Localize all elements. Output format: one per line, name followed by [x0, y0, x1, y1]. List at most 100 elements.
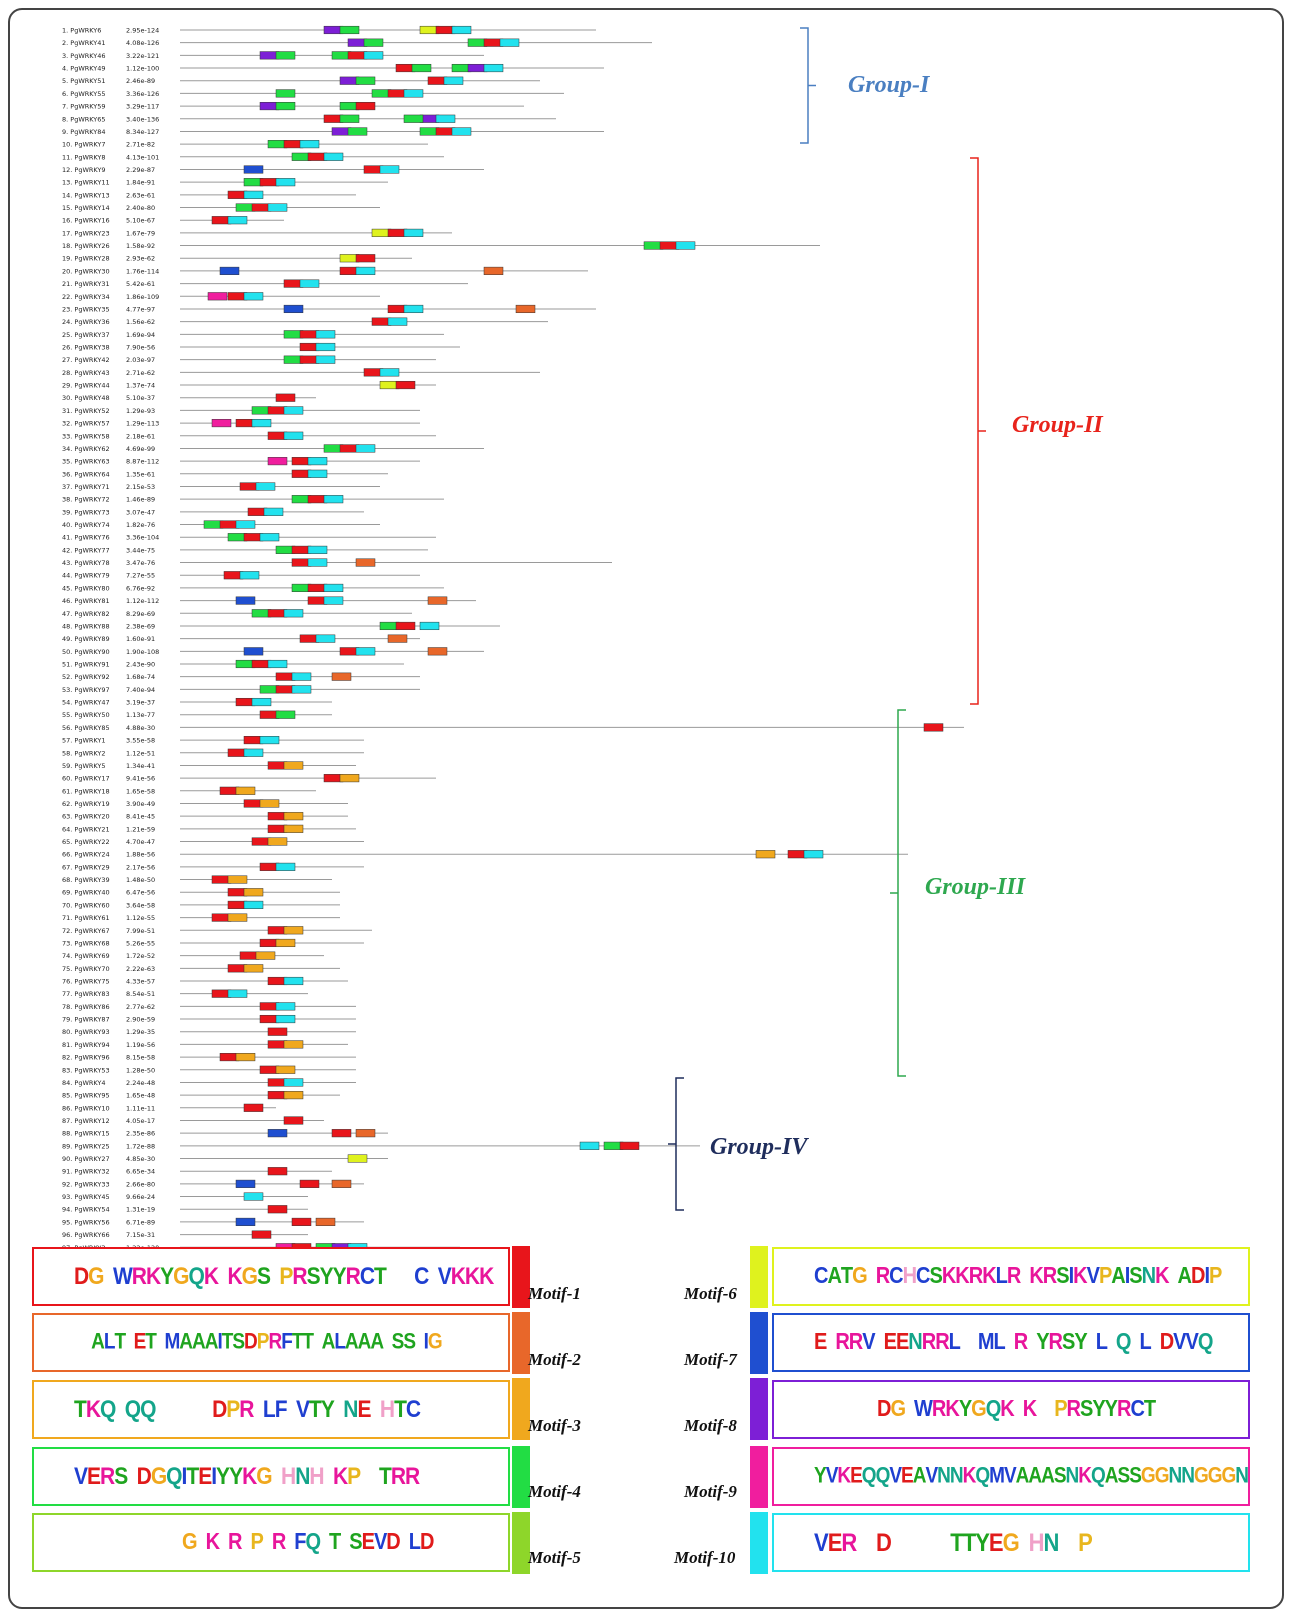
motif-3-box — [255, 951, 276, 960]
motif-2-box — [483, 266, 504, 275]
motif-10-box — [291, 672, 312, 681]
gene-row: 14. PgWRKY13 2.63e-61 — [62, 190, 356, 199]
motif-10-box — [227, 989, 248, 998]
motif-10-box — [403, 228, 424, 237]
e-value: 2.24e-48 — [126, 1079, 155, 1087]
gene-name: 14. PgWRKY13 — [62, 191, 110, 199]
group-2-label: Group-II — [1012, 412, 1104, 438]
gene-name: 38. PgWRKY72 — [62, 496, 110, 504]
gene-row: 59. PgWRKY5 1.34e-41 — [62, 761, 356, 770]
motif-10-box — [499, 38, 520, 47]
e-value: 3.90e-49 — [126, 800, 155, 808]
gene-row: 41. PgWRKY76 3.36e-104 — [62, 533, 436, 542]
motif-10-box — [283, 406, 304, 415]
motif-7-box — [235, 596, 256, 605]
group-1-label: Group-I — [848, 72, 931, 98]
gene-name: 4. PgWRKY49 — [62, 65, 106, 73]
gene-row: 56. PgWRKY85 4.88e-30 — [62, 723, 964, 732]
motif-3-box — [235, 1053, 256, 1062]
e-value: 1.12e-100 — [126, 65, 159, 73]
gene-row: 44. PgWRKY79 7.27e-55 — [62, 571, 420, 580]
motif-1-swatch — [512, 1246, 530, 1308]
motif-10-box — [451, 127, 472, 136]
gene-name: 89. PgWRKY25 — [62, 1142, 110, 1150]
motif-1-box — [267, 1167, 288, 1176]
e-value: 2.15e-53 — [126, 483, 155, 491]
motif-10-box — [259, 533, 280, 542]
motif-10-box — [227, 216, 248, 225]
gene-name: 43. PgWRKY78 — [62, 559, 110, 567]
gene-name: 8. PgWRKY65 — [62, 115, 106, 123]
e-value: 8.29e-69 — [126, 610, 155, 618]
motif-3-box — [267, 837, 288, 846]
e-value: 8.15e-58 — [126, 1054, 155, 1062]
motif-10-box — [299, 140, 320, 149]
gene-row: 67. PgWRKY29 2.17e-56 — [62, 862, 364, 871]
e-value: 9.66e-24 — [126, 1193, 155, 1201]
gene-row: 6. PgWRKY55 3.36e-126 — [62, 89, 564, 98]
gene-row: 92. PgWRKY33 2.66e-80 — [62, 1179, 364, 1188]
motif-10-box — [307, 545, 328, 554]
e-value: 1.34e-41 — [126, 762, 155, 770]
e-value: 3.36e-104 — [126, 534, 159, 542]
motif-3-box — [283, 1091, 304, 1100]
motif-4-box — [339, 114, 360, 123]
gene-row: 25. PgWRKY37 1.69e-94 — [62, 330, 444, 339]
gene-name: 64. PgWRKY21 — [62, 825, 110, 833]
motif-5-swatch — [512, 1512, 530, 1574]
motif-10-box — [243, 190, 264, 199]
motif-10-box — [255, 482, 276, 491]
gene-row: 30. PgWRKY48 5.10e-37 — [62, 393, 316, 402]
gene-name: 2. PgWRKY41 — [62, 39, 106, 47]
gene-name: 66. PgWRKY24 — [62, 851, 110, 859]
e-value: 8.87e-112 — [126, 458, 159, 466]
e-value: 1.72e-52 — [126, 952, 155, 960]
motif-3-box — [283, 812, 304, 821]
e-value: 3.47e-76 — [126, 559, 155, 567]
e-value: 4.08e-126 — [126, 39, 159, 47]
motif-6-box — [347, 1154, 368, 1163]
motif-3-box — [235, 786, 256, 795]
e-value: 1.58e-92 — [126, 242, 155, 250]
gene-row: 33. PgWRKY58 2.18e-61 — [62, 431, 436, 440]
gene-name: 16. PgWRKY16 — [62, 217, 110, 225]
motif-1-box — [331, 1129, 352, 1138]
motif-6-label: Motif-6 — [684, 1284, 737, 1303]
motif-3-box — [227, 913, 248, 922]
gene-name: 47. PgWRKY82 — [62, 610, 110, 618]
motif-4-box — [275, 89, 296, 98]
gene-name: 31. PgWRKY52 — [62, 407, 110, 415]
gene-name: 3. PgWRKY46 — [62, 52, 106, 60]
e-value: 1.11e-11 — [126, 1104, 155, 1112]
e-value: 3.44e-75 — [126, 546, 155, 554]
gene-row: 77. PgWRKY83 8.54e-51 — [62, 989, 308, 998]
gene-name: 12. PgWRKY9 — [62, 166, 106, 174]
motif-10-box — [379, 165, 400, 174]
gene-name: 23. PgWRKY35 — [62, 305, 110, 313]
motif-9-box — [207, 292, 228, 301]
e-value: 6.76e-92 — [126, 584, 155, 592]
gene-name: 45. PgWRKY80 — [62, 584, 110, 592]
motif-10-box — [283, 1078, 304, 1087]
motif-10-box — [355, 647, 376, 656]
gene-name: 22. PgWRKY34 — [62, 293, 110, 301]
gene-row: 22. PgWRKY34 1.86e-109 — [62, 292, 380, 301]
motif-1-box — [299, 1179, 320, 1188]
gene-name: 58. PgWRKY2 — [62, 749, 106, 757]
motif-10-box — [283, 431, 304, 440]
group-bracket — [668, 1077, 684, 1211]
motif-1-box — [267, 1205, 288, 1214]
motif-4-box — [339, 25, 360, 35]
gene-row: 8. PgWRKY65 3.40e-136 — [62, 114, 556, 123]
e-value: 2.46e-89 — [126, 77, 155, 85]
gene-name: 51. PgWRKY91 — [62, 661, 110, 669]
e-value: 8.54e-51 — [126, 990, 155, 998]
e-value: 2.38e-69 — [126, 622, 155, 630]
motif-3-box — [275, 938, 296, 948]
motif-3-box — [259, 799, 280, 808]
gene-row: 72. PgWRKY67 7.99e-51 — [62, 926, 372, 935]
gene-name: 29. PgWRKY44 — [62, 382, 110, 390]
e-value: 3.07e-47 — [126, 508, 155, 516]
